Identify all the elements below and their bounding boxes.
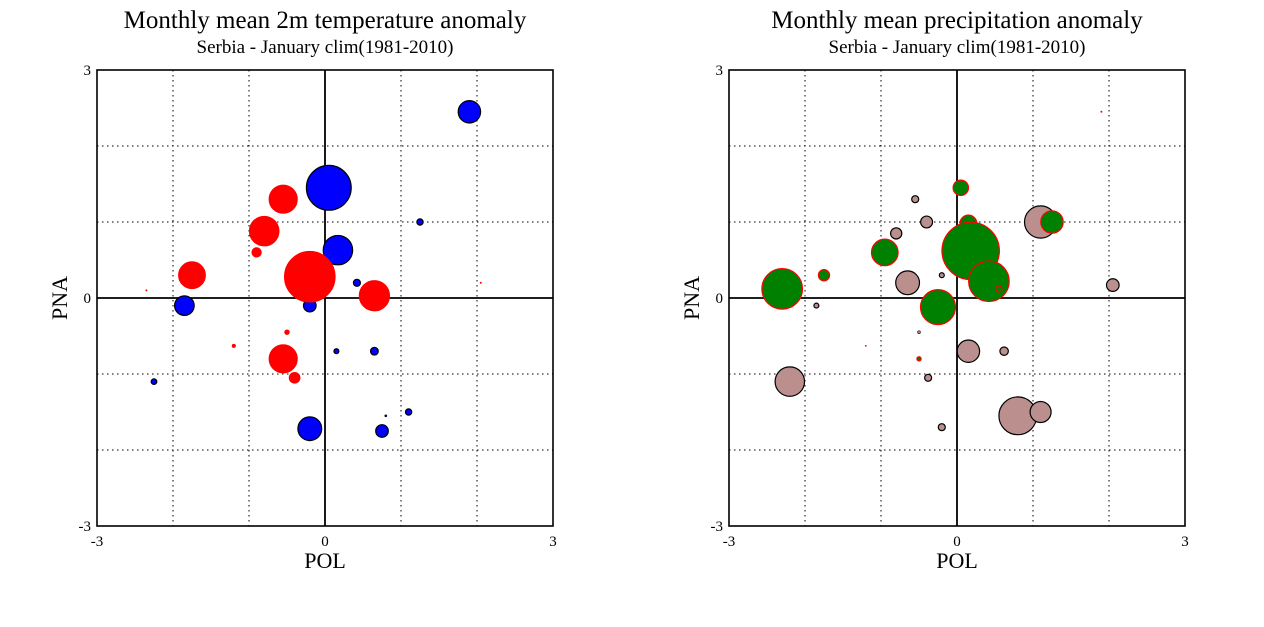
data-point [251, 247, 262, 258]
data-point [917, 330, 921, 334]
y-tick-label: 3 [716, 63, 724, 79]
data-point [924, 373, 933, 382]
data-point [416, 218, 424, 226]
data-point [813, 302, 820, 309]
data-point [1100, 110, 1103, 113]
data-point [369, 346, 379, 356]
y-tick-label: -3 [79, 519, 92, 535]
data-point [173, 295, 195, 317]
chart-title: Monthly mean precipitation anomaly [771, 7, 1143, 34]
data-point [864, 344, 867, 347]
x-tick-labels: -3 3 0 [723, 534, 1189, 550]
data-point [968, 260, 1010, 303]
data-point [297, 416, 323, 442]
data-point [178, 261, 206, 290]
plot-frame [728, 69, 1186, 527]
data-points [145, 100, 482, 442]
data-point [1029, 400, 1052, 424]
data-point [920, 215, 934, 229]
data-point [248, 215, 280, 247]
data-point [150, 378, 158, 386]
data-point [375, 424, 389, 438]
data-points [761, 110, 1120, 436]
y-tick-labels: -3 0 3 [79, 63, 92, 535]
data-point [384, 414, 388, 418]
y-tick-labels: -3 0 3 [711, 63, 724, 535]
data-point [358, 280, 391, 312]
data-point [952, 179, 970, 197]
zero-axes [729, 70, 1185, 526]
x-tick-label: 0 [321, 534, 329, 550]
y-tick-label: -3 [711, 519, 724, 535]
data-point [284, 329, 290, 335]
data-point [305, 164, 352, 211]
data-point [268, 344, 298, 374]
data-point [890, 227, 903, 240]
data-point [761, 267, 804, 310]
y-axis-label: PNA [679, 276, 704, 320]
data-point [457, 100, 482, 124]
data-point [231, 343, 236, 348]
data-point [999, 346, 1009, 356]
precipitation-anomaly-panel: Monthly mean precipitation anomaly Serbi… [679, 7, 1189, 573]
x-tick-labels: -3 3 0 [91, 534, 557, 550]
chart-title: Monthly mean 2m temperature anomaly [124, 7, 527, 34]
data-point [937, 423, 946, 432]
chart-subtitle: Serbia - January clim(1981-2010) [829, 37, 1086, 58]
y-axis-label: PNA [47, 276, 72, 320]
data-point [1040, 210, 1064, 234]
data-point [352, 278, 362, 287]
data-point [956, 339, 981, 363]
data-point [333, 348, 340, 355]
x-tick-label: 0 [953, 534, 961, 550]
x-axis-label: POL [936, 548, 978, 573]
data-point [870, 238, 899, 267]
grid [729, 70, 1185, 526]
data-point [895, 270, 921, 296]
data-point [145, 289, 148, 292]
data-point [1105, 278, 1120, 292]
data-point [322, 234, 354, 266]
x-tick-label: -3 [723, 534, 736, 550]
data-point [774, 366, 806, 397]
temperature-anomaly-panel: Monthly mean 2m temperature anomaly Serb… [47, 7, 557, 573]
y-tick-label: 3 [84, 63, 92, 79]
data-point [404, 408, 413, 416]
plot-frame [96, 69, 554, 527]
data-point [479, 281, 482, 284]
data-point [288, 371, 301, 384]
y-tick-label: 0 [716, 291, 724, 307]
zero-axes [97, 70, 553, 526]
x-axis-label: POL [304, 548, 346, 573]
data-point [916, 356, 922, 362]
data-point [268, 184, 298, 214]
data-point [995, 285, 1003, 293]
chart-subtitle: Serbia - January clim(1981-2010) [197, 37, 454, 58]
grid [97, 70, 553, 526]
x-tick-label: 3 [1181, 534, 1189, 550]
x-tick-label: -3 [91, 534, 104, 550]
data-point [817, 269, 831, 282]
y-tick-label: 0 [84, 291, 92, 307]
data-point [283, 250, 336, 303]
x-tick-label: 3 [549, 534, 557, 550]
data-point [919, 289, 957, 326]
data-point [938, 272, 945, 279]
data-point [911, 195, 920, 204]
